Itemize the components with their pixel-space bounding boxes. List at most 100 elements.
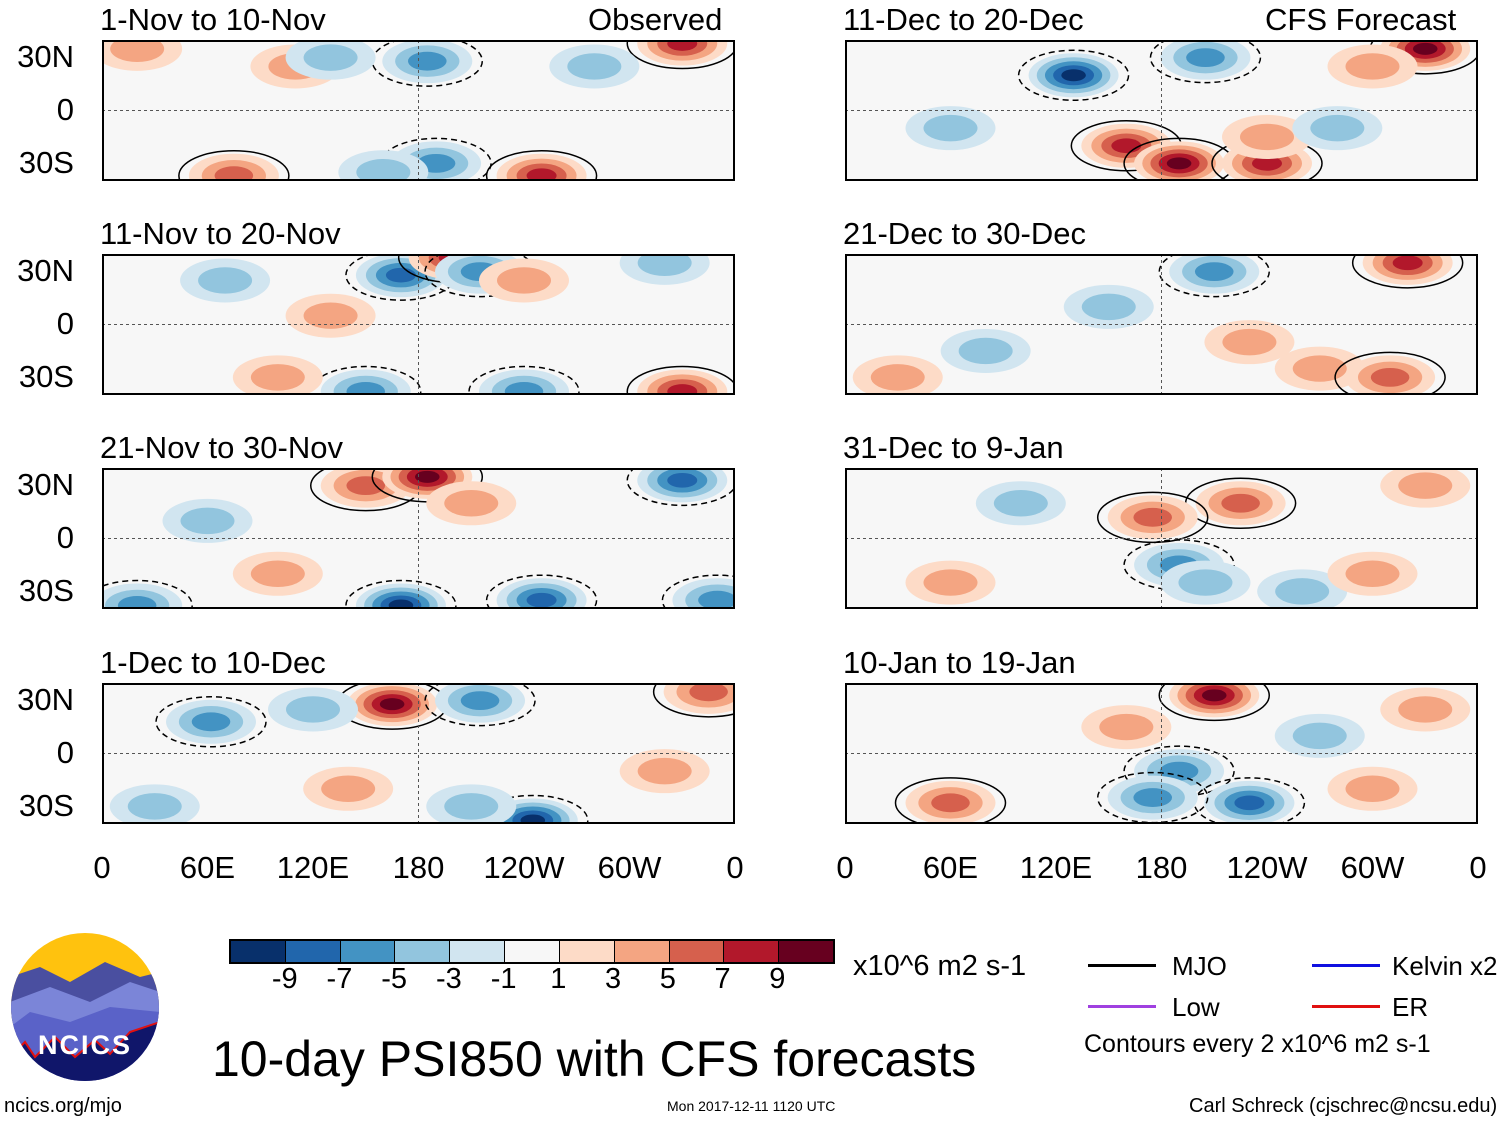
anomaly-contour-fill xyxy=(923,569,978,596)
lon-label: 120W xyxy=(483,850,565,885)
anomaly-contour-fill xyxy=(689,683,728,702)
colorbar-swatch xyxy=(450,941,506,962)
map-panel xyxy=(845,40,1478,181)
colorbar-label: -1 xyxy=(490,963,517,995)
panel-title: 21-Nov to 30-Nov xyxy=(100,430,343,465)
colorbar-swatch xyxy=(724,941,780,962)
mjo-contour xyxy=(626,40,735,70)
mjo-contour xyxy=(1096,491,1209,544)
colorbar-units: x10^6 m2 s-1 xyxy=(853,950,1027,982)
panel-title: 1-Nov to 10-Nov xyxy=(100,2,326,37)
legend-low-line xyxy=(1088,1005,1156,1008)
mjo-contour xyxy=(345,254,457,301)
anomaly-contour-fill xyxy=(1234,795,1265,811)
mjo-contour xyxy=(626,468,735,507)
panel-title: 31-Dec to 9-Jan xyxy=(843,430,1064,465)
anomaly-contour-fill xyxy=(127,793,182,820)
anomaly-contour-fill xyxy=(1081,293,1136,321)
anomaly-contour-fill xyxy=(198,267,253,294)
lon-label: 60W xyxy=(597,850,662,885)
map-panel xyxy=(845,254,1478,395)
mjo-contour xyxy=(424,683,536,727)
anomaly-contour-fill xyxy=(346,382,386,395)
lon-label: 0 xyxy=(93,850,111,885)
anomaly-contour-fill xyxy=(1412,42,1438,55)
panel-title: 21-Dec to 30-Dec xyxy=(843,216,1086,251)
lat-label: 0 xyxy=(56,306,74,341)
main-title: 10-day PSI850 with CFS forecasts xyxy=(212,1031,977,1087)
panel-frame xyxy=(102,254,735,395)
legend-low-label: Low xyxy=(1172,992,1220,1022)
legend-mjo-line xyxy=(1088,964,1156,967)
colorbar-swatch xyxy=(614,941,670,962)
anomaly-contour-fill xyxy=(191,712,231,732)
panel-title: 1-Dec to 10-Dec xyxy=(100,645,326,680)
lat-label: 30S xyxy=(18,788,74,823)
logo-text: NCICS xyxy=(38,1030,132,1060)
colorbar-swatch xyxy=(340,941,396,962)
anomaly-contour-fill xyxy=(1370,367,1410,387)
anomaly-contour-fill xyxy=(1240,123,1294,151)
panel-frame xyxy=(102,40,735,181)
mjo-contour xyxy=(380,137,492,181)
anomaly-contour-fill xyxy=(1099,713,1154,741)
ncics-logo: NCICS xyxy=(11,933,159,1081)
anomaly-contour-fill xyxy=(1310,114,1365,142)
mjo-contour xyxy=(371,40,484,87)
anomaly-contour-fill xyxy=(1292,355,1347,382)
anomaly-contour-fill xyxy=(1186,48,1225,68)
anomaly-contour-fill xyxy=(1345,560,1400,587)
anomaly-contour-fill xyxy=(286,696,340,723)
anomaly-contour-fill xyxy=(931,793,970,813)
lon-label: 0 xyxy=(836,850,854,885)
panel-frame xyxy=(845,468,1478,609)
map-panel xyxy=(845,683,1478,824)
mjo-contour xyxy=(1193,777,1306,824)
legend-er-label: ER xyxy=(1392,992,1429,1022)
anomaly-contour-fill xyxy=(1222,328,1277,356)
colorbar-swatch xyxy=(285,941,341,962)
mjo-contour xyxy=(310,365,422,395)
colorbar-label: 7 xyxy=(714,963,731,995)
anomaly-contour-fill xyxy=(1133,507,1172,527)
mjo-contour xyxy=(485,149,598,181)
lat-label: 30N xyxy=(17,39,74,74)
anomaly-contour-fill xyxy=(1166,157,1192,170)
map-panel xyxy=(845,468,1478,609)
anomaly-contour-fill xyxy=(1392,255,1423,271)
anomaly-contour-fill xyxy=(1133,788,1172,807)
anomaly-contour-fill xyxy=(180,507,235,535)
anomaly-contour-fill xyxy=(303,44,358,71)
anomaly-contour-fill xyxy=(408,51,447,71)
lon-label: 180 xyxy=(392,850,445,885)
anomaly-contour-fill xyxy=(303,302,358,329)
mjo-contour xyxy=(661,574,735,609)
legend-kelvin-label: Kelvin x2 xyxy=(1392,951,1498,981)
anomaly-contour-fill xyxy=(388,599,414,609)
cfs-forecast-label: CFS Forecast xyxy=(1265,2,1457,37)
observed-label: Observed xyxy=(588,2,723,37)
panel-frame xyxy=(845,254,1478,395)
anomaly-contour-fill xyxy=(526,592,557,608)
anomaly-contour-fill xyxy=(460,691,500,711)
anomaly-contour-fill xyxy=(526,168,557,181)
lon-label: 120E xyxy=(276,850,350,885)
mjo-contour xyxy=(1149,40,1262,84)
lat-label: 30S xyxy=(18,573,74,608)
anomaly-contour-fill xyxy=(667,473,698,488)
anomaly-contour-fill xyxy=(1398,696,1453,723)
lat-label: 0 xyxy=(56,92,74,127)
anomaly-contour-fill xyxy=(1061,69,1086,82)
colorbar-label: -7 xyxy=(326,963,353,995)
anomaly-contour-fill xyxy=(1398,472,1453,499)
anomaly-contour-fill xyxy=(1201,689,1227,702)
anomaly-contour-fill xyxy=(110,40,165,63)
lat-label: 30S xyxy=(18,145,74,180)
lat-label: 30S xyxy=(18,359,74,394)
anomaly-contour-fill xyxy=(379,698,405,711)
mjo-contour xyxy=(155,696,267,748)
mjo-contour xyxy=(1158,254,1270,298)
panel-frame xyxy=(845,40,1478,181)
colorbar-swatch xyxy=(669,941,725,962)
anomaly-contour-fill xyxy=(520,814,546,824)
